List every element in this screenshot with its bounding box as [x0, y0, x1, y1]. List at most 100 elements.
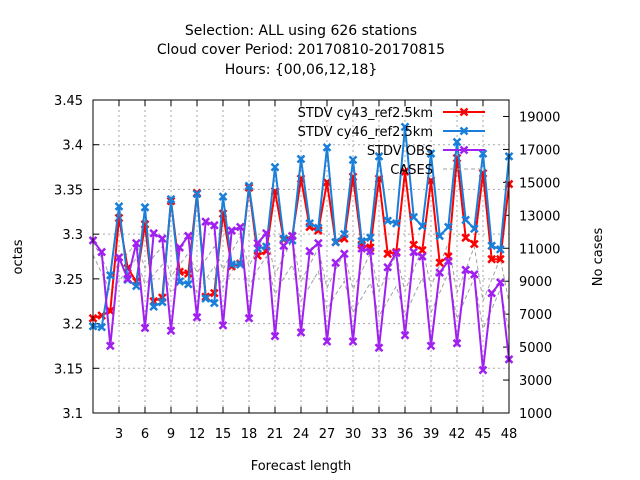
- data-point: [478, 365, 488, 375]
- title-line-2: Cloud cover Period: 20170810-20170815: [157, 42, 445, 58]
- legend-label: STDV cy43_ref2.5km: [298, 106, 433, 121]
- data-point: [218, 192, 228, 201]
- data-point: [313, 226, 323, 235]
- data-point: [426, 149, 436, 159]
- data-point: [400, 167, 410, 176]
- data-point: [435, 268, 445, 277]
- axes: 3 6 9 12 15 18 21 24 27 30 33 36 39 42 45 483.13.153.23…: [54, 94, 560, 442]
- x-tick-label: 3: [115, 427, 123, 442]
- data-point: [244, 181, 254, 191]
- legend-label: CASES: [390, 163, 433, 178]
- y2-tick-label: 5000: [519, 341, 552, 356]
- data-point: [114, 253, 124, 262]
- series-line: [92, 157, 510, 320]
- data-point: [374, 343, 384, 353]
- y2-tick-label: 9000: [519, 275, 552, 290]
- data-point: [469, 270, 479, 279]
- data-point: [166, 326, 176, 336]
- data-point: [209, 220, 219, 230]
- data-point: [305, 219, 315, 228]
- x-tick-label: 15: [215, 427, 232, 442]
- data-point: [175, 243, 185, 252]
- data-point: [365, 233, 375, 243]
- data-point: [279, 234, 289, 243]
- data-point: [140, 323, 150, 333]
- data-point: [183, 231, 193, 241]
- y-tick-label: 3.4: [62, 139, 83, 154]
- y2-tick-label: 1000: [519, 407, 552, 422]
- data-point: [417, 221, 427, 231]
- plot-frame: [92, 99, 510, 414]
- data-point: [123, 274, 133, 284]
- data-point: [469, 224, 479, 234]
- data-point: [157, 297, 167, 307]
- y-tick-label: 3.3: [62, 228, 83, 243]
- data-point: [435, 258, 445, 268]
- data-point: [270, 162, 280, 172]
- series-2: [88, 217, 514, 375]
- title-line-3: Hours: {00,06,12,18}: [225, 62, 378, 78]
- data-point: [313, 223, 323, 233]
- x-tick-label: 21: [267, 427, 284, 442]
- x-axis-label: Forecast length: [251, 459, 352, 474]
- title-line-1: Selection: ALL using 626 stations: [185, 23, 417, 39]
- data-point: [409, 240, 419, 250]
- data-point: [313, 238, 323, 248]
- data-point: [209, 298, 219, 308]
- data-point: [235, 222, 245, 232]
- data-point: [391, 248, 401, 258]
- data-point: [296, 154, 306, 164]
- data-point: [435, 231, 445, 241]
- data-point: [348, 337, 358, 346]
- data-point: [426, 341, 436, 351]
- legend-marker: [459, 126, 469, 136]
- data-point: [131, 281, 141, 291]
- data-point: [365, 246, 375, 256]
- data-point: [357, 236, 367, 246]
- x-tick-label: 9: [167, 427, 175, 442]
- x-tick-label: 6: [141, 427, 149, 442]
- y2-tick-label: 17000: [519, 143, 560, 158]
- y2-tick-label: 7000: [519, 308, 552, 323]
- series-1: [88, 122, 514, 332]
- data-point: [97, 247, 107, 257]
- data-point: [469, 239, 479, 249]
- data-point: [452, 137, 462, 147]
- legend-marker: [459, 145, 469, 155]
- data-point: [227, 226, 237, 235]
- data-point: [166, 194, 176, 204]
- data-point: [400, 330, 410, 340]
- data-point: [149, 228, 159, 238]
- y-tick-label: 3.2: [62, 318, 83, 333]
- y2-tick-label: 13000: [519, 209, 560, 224]
- data-point: [487, 254, 497, 264]
- data-point: [105, 270, 115, 280]
- data-point: [279, 241, 289, 251]
- x-tick-label: 33: [371, 427, 388, 442]
- x-tick-label: 12: [189, 427, 206, 442]
- data-point: [339, 229, 349, 239]
- data-point: [261, 228, 271, 238]
- data-point: [478, 149, 488, 159]
- data-point: [157, 234, 167, 243]
- data-point: [140, 202, 150, 212]
- data-point: [270, 331, 280, 341]
- series-3: [92, 254, 510, 331]
- data-point: [383, 262, 393, 272]
- y2-tick-label: 11000: [519, 242, 560, 257]
- data-point: [339, 249, 349, 259]
- data-point: [487, 241, 497, 251]
- data-point: [417, 252, 427, 261]
- data-point: [192, 189, 202, 199]
- data-point: [131, 238, 141, 248]
- y-tick-label: 3.25: [54, 273, 83, 288]
- data-point: [105, 341, 115, 351]
- legend-label: STDV cy46_ref2.5km: [298, 125, 433, 140]
- data-point: [97, 322, 107, 332]
- legend-label: STDV OBS: [367, 144, 433, 159]
- data-point: [495, 278, 505, 287]
- x-tick-label: 27: [319, 427, 336, 442]
- y2-tick-label: 3000: [519, 374, 552, 389]
- data-point: [331, 237, 341, 247]
